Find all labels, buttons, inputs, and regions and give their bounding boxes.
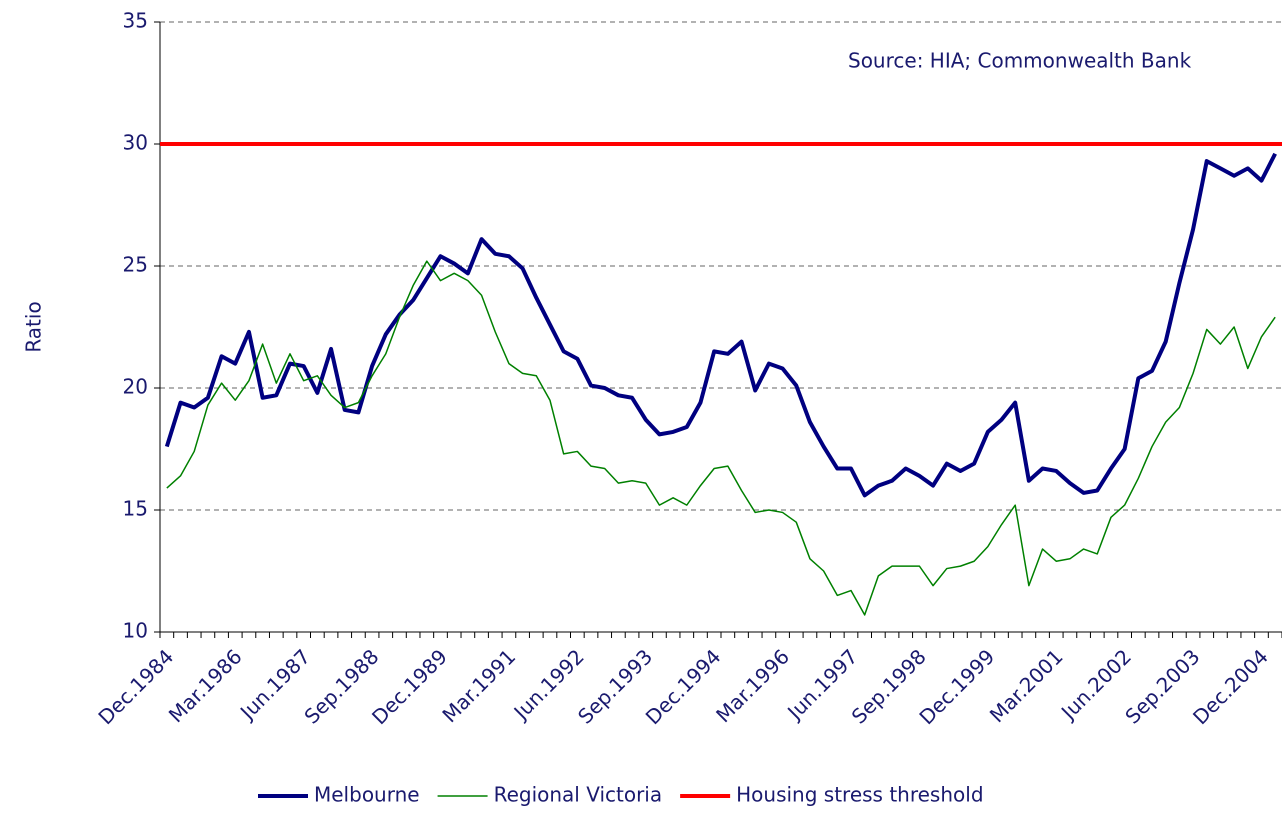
x-tick-label: Dec.1984	[93, 644, 178, 729]
y-axis-label: Ratio	[22, 301, 46, 352]
legend-label: Housing stress threshold	[736, 783, 983, 807]
x-tick-label: Dec.1989	[367, 644, 452, 729]
y-tick-label: 15	[123, 497, 148, 521]
x-tick-label: Dec.1994	[641, 644, 726, 729]
series-line	[164, 152, 1277, 498]
legend-label: Regional Victoria	[494, 783, 663, 807]
x-tick-label: Dec.1999	[914, 644, 999, 729]
x-tick-label: Mar.1996	[711, 644, 794, 727]
y-tick-label: 20	[123, 375, 148, 399]
y-tick-label: 10	[123, 619, 148, 643]
legend-label: Melbourne	[314, 783, 420, 807]
y-tick-label: 25	[123, 253, 148, 277]
annotation: Source: HIA; Commonwealth Bank	[848, 49, 1192, 73]
x-tick-label: Mar.1991	[437, 644, 520, 727]
x-tick-label: Dec.2004	[1188, 644, 1273, 729]
x-tick-label: Mar.1986	[164, 644, 247, 727]
series-line	[166, 260, 1276, 616]
y-tick-label: 35	[123, 9, 148, 33]
x-tick-label: Mar.2001	[985, 644, 1068, 727]
y-tick-label: 30	[123, 131, 148, 155]
